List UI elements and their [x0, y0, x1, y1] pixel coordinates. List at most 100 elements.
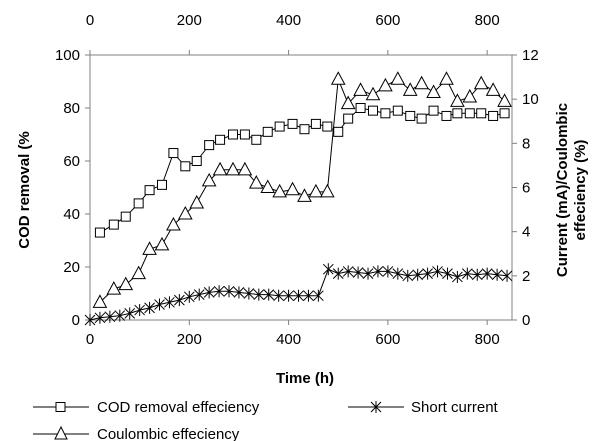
data-point-triangle: [106, 281, 122, 295]
data-point-square: [168, 148, 179, 159]
data-point-asterisk: [243, 287, 255, 300]
data-point-asterisk: [452, 270, 463, 283]
data-point-asterisk: [303, 289, 314, 302]
y-right-tick-label: 12: [522, 47, 539, 64]
data-point-triangle: [237, 161, 253, 176]
data-point-triangle: [154, 236, 170, 251]
data-point-asterisk: [491, 268, 503, 281]
data-point-asterisk: [283, 289, 294, 302]
data-point-asterisk: [84, 314, 96, 326]
axis-tick-labels: 0 200 400 600 800 0 200 400 600 800 0 20 40 60 80 100 0 2…: [55, 12, 539, 348]
legend-item-cod-removal: COD removal effeciency: [33, 399, 260, 416]
data-point-asterisk: [233, 286, 245, 299]
data-point-asterisk: [213, 285, 225, 298]
data-point-asterisk: [342, 265, 354, 278]
data-point-square: [476, 108, 487, 119]
x-top-tick-label: 0: [86, 12, 94, 29]
data-point-triangle: [212, 161, 228, 176]
data-point-triangle: [450, 93, 465, 107]
y-axis-left-title: COD removal (%: [16, 131, 33, 249]
data-point-triangle: [340, 95, 356, 110]
data-point-asterisk: [471, 268, 483, 281]
data-point-square: [108, 219, 119, 230]
data-point-asterisk: [273, 289, 285, 302]
data-point-asterisk: [104, 310, 116, 323]
data-point-triangle: [426, 84, 441, 99]
data-point-square: [287, 118, 298, 129]
legend-label-cod-removal: COD removal effeciency: [97, 399, 260, 416]
data-point-square: [343, 113, 354, 124]
data-point-triangle: [330, 71, 346, 85]
data-point-triangle: [473, 75, 489, 90]
data-point-square: [441, 110, 452, 121]
data-point-square: [333, 126, 344, 137]
data-point-triangle: [272, 183, 287, 198]
data-point-asterisk: [392, 267, 404, 280]
y-left-tick-label: 0: [72, 312, 80, 329]
data-point-triangle: [297, 188, 312, 202]
data-point-asterisk: [501, 269, 513, 282]
data-point-square: [464, 108, 475, 119]
data-point-asterisk: [442, 267, 453, 280]
data-point-asterisk: [481, 267, 493, 280]
data-point-asterisk: [382, 265, 394, 278]
y-right-tick-label: 2: [522, 268, 530, 285]
y-right-tick-label: 8: [522, 135, 530, 152]
data-point-triangle: [225, 161, 241, 176]
data-point-triangle: [402, 82, 418, 96]
y-axis-right-title-line2: effeciency (%): [572, 140, 589, 241]
data-point-square: [191, 156, 202, 166]
data-point-square: [405, 110, 416, 121]
x-top-tick-label: 800: [475, 12, 500, 29]
data-point-asterisk: [164, 296, 175, 309]
data-point-square: [215, 134, 226, 145]
x-top-tick-label: 400: [276, 12, 301, 29]
legend-label-short-current: Short current: [411, 399, 499, 416]
data-point-asterisk: [114, 309, 126, 322]
series-layer: [84, 71, 513, 326]
x-tick-label: 200: [177, 331, 202, 348]
data-point-square: [94, 227, 105, 238]
data-point-asterisk: [193, 288, 205, 301]
data-point-square: [499, 108, 510, 119]
y-right-tick-label: 10: [522, 91, 539, 108]
data-point-square: [299, 124, 310, 135]
data-point-square: [180, 161, 191, 172]
data-point-triangle: [248, 175, 264, 189]
data-point-asterisk: [422, 267, 433, 280]
legend: COD removal effeciency Short current Cou…: [33, 399, 499, 441]
data-point-asterisk: [372, 265, 384, 278]
data-point-triangle: [189, 194, 205, 209]
y-right-tick-label: 4: [522, 224, 530, 241]
data-point-asterisk: [432, 265, 443, 278]
data-point-asterisk: [322, 263, 334, 276]
data-point-triangle: [319, 183, 335, 198]
data-point-triangle: [260, 179, 276, 193]
data-point-triangle: [497, 93, 512, 107]
axis-ticks: [85, 50, 517, 325]
series-asterisk: [84, 263, 513, 326]
data-point-triangle: [142, 241, 157, 255]
data-point-square: [262, 126, 273, 137]
legend-label-coulombic: Coulombic effeciency: [97, 426, 240, 441]
data-point-square: [227, 129, 238, 140]
data-point-triangle: [118, 276, 134, 291]
data-point-square: [367, 105, 378, 116]
y-right-tick-label: 0: [522, 312, 530, 329]
data-point-square: [204, 140, 215, 151]
data-point-asterisk: [154, 298, 165, 311]
data-point-square: [144, 185, 155, 196]
data-point-square: [156, 179, 167, 190]
y-left-tick-label: 20: [63, 259, 80, 276]
data-point-square: [322, 121, 333, 132]
y-left-tick-label: 60: [63, 153, 80, 170]
data-point-triangle: [414, 75, 429, 90]
data-point-square: [355, 103, 366, 113]
data-point-asterisk: [174, 294, 185, 307]
data-point-square: [133, 198, 144, 209]
data-point-square: [251, 134, 262, 145]
data-point-square: [310, 118, 321, 129]
data-point-asterisk: [352, 266, 364, 279]
series-triangle: [92, 71, 512, 308]
